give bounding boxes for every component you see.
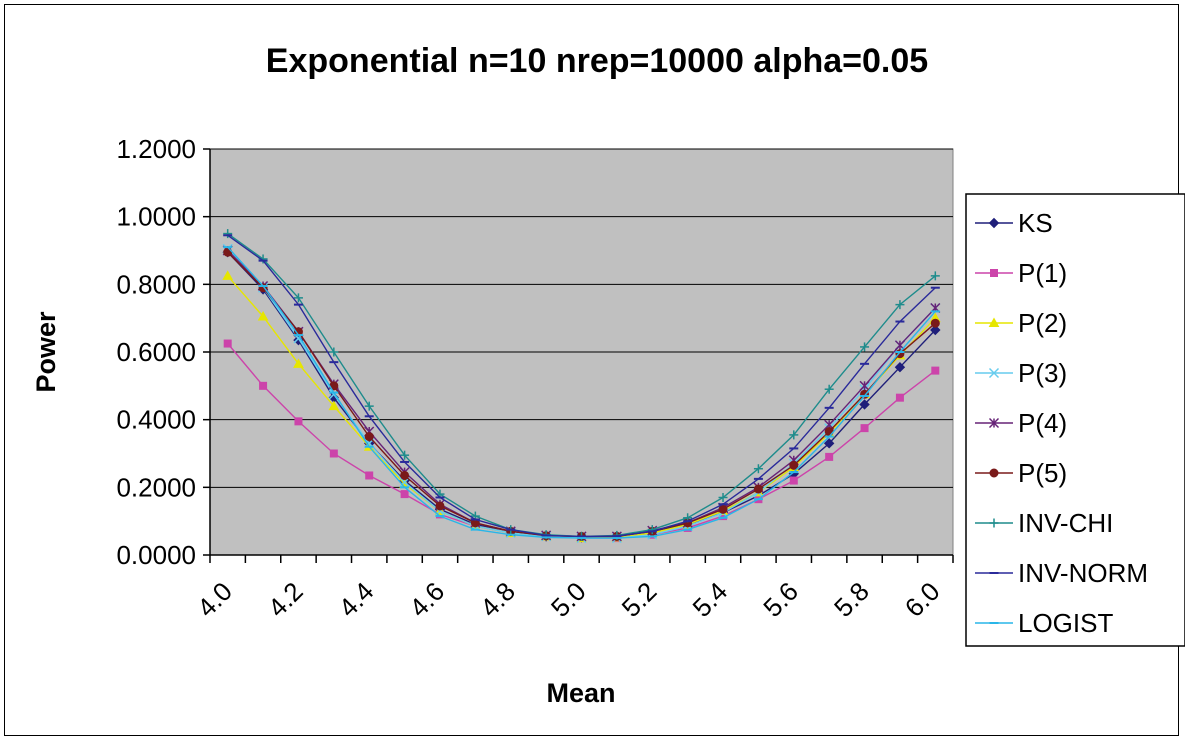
legend-item: LOGIST: [975, 608, 1113, 638]
data-point-stroke: [399, 477, 410, 488]
data-point: [930, 318, 940, 328]
data-point: [399, 477, 410, 488]
x-tick-label: 5.0: [545, 576, 592, 623]
legend-item: KS: [975, 208, 1053, 238]
y-tick-label: 0.2000: [116, 472, 196, 502]
data-point: [223, 339, 232, 348]
data-point: [718, 492, 728, 502]
data-point: [989, 518, 999, 528]
x-tick-label: 4.8: [474, 576, 521, 623]
data-point: [400, 470, 410, 480]
x-tick-label: 4.0: [191, 576, 238, 623]
legend-label: P(5): [1018, 458, 1067, 488]
data-point: [859, 399, 870, 410]
data-point: [364, 432, 374, 442]
data-point: [293, 293, 303, 303]
x-tick-label: 4.2: [262, 576, 309, 623]
y-tick-label: 0.8000: [116, 269, 196, 299]
y-axis-label: Power: [31, 311, 61, 393]
data-point: [930, 324, 941, 336]
legend-label: P(1): [1018, 258, 1067, 288]
y-tick-labels: 0.0000 0.2000 0.4000 0.6000 0.8000 1.0000 1.20…: [116, 134, 196, 570]
data-point: [988, 217, 1000, 229]
data-point: [789, 460, 799, 470]
data-point: [753, 484, 763, 494]
gridlines: [210, 148, 953, 488]
data-point: [365, 471, 374, 480]
x-tick-label: 4.4: [333, 576, 380, 623]
data-point: [990, 269, 998, 277]
data-point: [789, 430, 799, 440]
data-point: [988, 417, 1000, 429]
legend: KS P(1) P(2) P(3) P(4) P(5) INV-CHI INV-NORM LOG…: [965, 193, 1185, 647]
data-point: [860, 424, 869, 433]
data-point: [988, 367, 1000, 379]
data-point: [257, 310, 269, 321]
data-point: [718, 504, 728, 514]
legend-item: P(1): [975, 258, 1067, 288]
legend-item: INV-CHI: [975, 508, 1113, 538]
data-point: [988, 317, 1000, 327]
x-axis-label: Mean: [546, 678, 615, 708]
data-point: [823, 438, 835, 449]
data-point: [789, 476, 798, 485]
y-tick-label: 0.6000: [116, 337, 196, 367]
series-logist: [223, 246, 940, 540]
data-point: [895, 393, 904, 402]
y-tick-label: 0.0000: [116, 540, 196, 570]
data-point: [294, 417, 303, 426]
data-point: [825, 452, 834, 461]
data-point: [859, 380, 870, 391]
data-point: [223, 229, 233, 239]
data-point: [435, 501, 445, 511]
legend-label: P(4): [1018, 408, 1067, 438]
series-inv-norm: [223, 234, 940, 538]
data-point: [647, 525, 657, 535]
x-tick-label: 4.6: [403, 576, 450, 623]
chart-title: Exponential n=10 nrep=10000 alpha=0.05: [266, 42, 928, 80]
x-tick-label: 5.4: [686, 576, 733, 623]
x-tick-label: 6.0: [899, 576, 946, 623]
legend-item: INV-NORM: [975, 558, 1148, 588]
legend-item: P(4): [975, 408, 1067, 438]
data-point-stroke: [988, 367, 1000, 379]
axes: [203, 148, 954, 563]
legend-item: P(5): [975, 458, 1067, 488]
data-point: [259, 381, 268, 390]
data-point: [860, 342, 870, 352]
data-point: [989, 468, 999, 478]
x-tick-label: 5.8: [828, 576, 875, 623]
data-point: [930, 271, 940, 281]
y-tick-label: 1.0000: [116, 202, 196, 232]
data-point: [329, 449, 338, 458]
data-point: [222, 270, 234, 280]
legend-item: P(3): [975, 358, 1067, 388]
x-tick-label: 5.2: [616, 576, 663, 623]
y-tick-label: 1.2000: [116, 134, 196, 164]
legend-label: LOGIST: [1018, 608, 1113, 638]
data-point: [329, 347, 339, 357]
legend-label: INV-CHI: [1018, 508, 1113, 538]
data-point: [400, 450, 410, 460]
legend-label: P(3): [1018, 358, 1067, 388]
data-point: [895, 300, 905, 310]
data-point: [824, 384, 834, 394]
data-point: [400, 490, 409, 499]
data-point: [931, 366, 940, 375]
legend-box: [965, 193, 1185, 647]
x-tick-label: 5.6: [757, 576, 804, 623]
data-point: [293, 358, 304, 368]
legend-label: KS: [1018, 208, 1053, 238]
legend-label: INV-NORM: [1018, 558, 1148, 588]
x-tick-labels: 4.0 4.2 4.4 4.6 4.8 5.0 5.2 5.4 5.6 5.8 6.0: [191, 576, 945, 623]
y-tick-label: 0.4000: [116, 405, 196, 435]
data-point: [328, 400, 340, 411]
data-point: [364, 401, 374, 411]
series-lines: [222, 229, 941, 544]
legend-label: P(2): [1018, 308, 1067, 338]
data-point: [894, 362, 906, 373]
legend-item: P(2): [975, 308, 1067, 338]
data-point: [753, 464, 763, 474]
